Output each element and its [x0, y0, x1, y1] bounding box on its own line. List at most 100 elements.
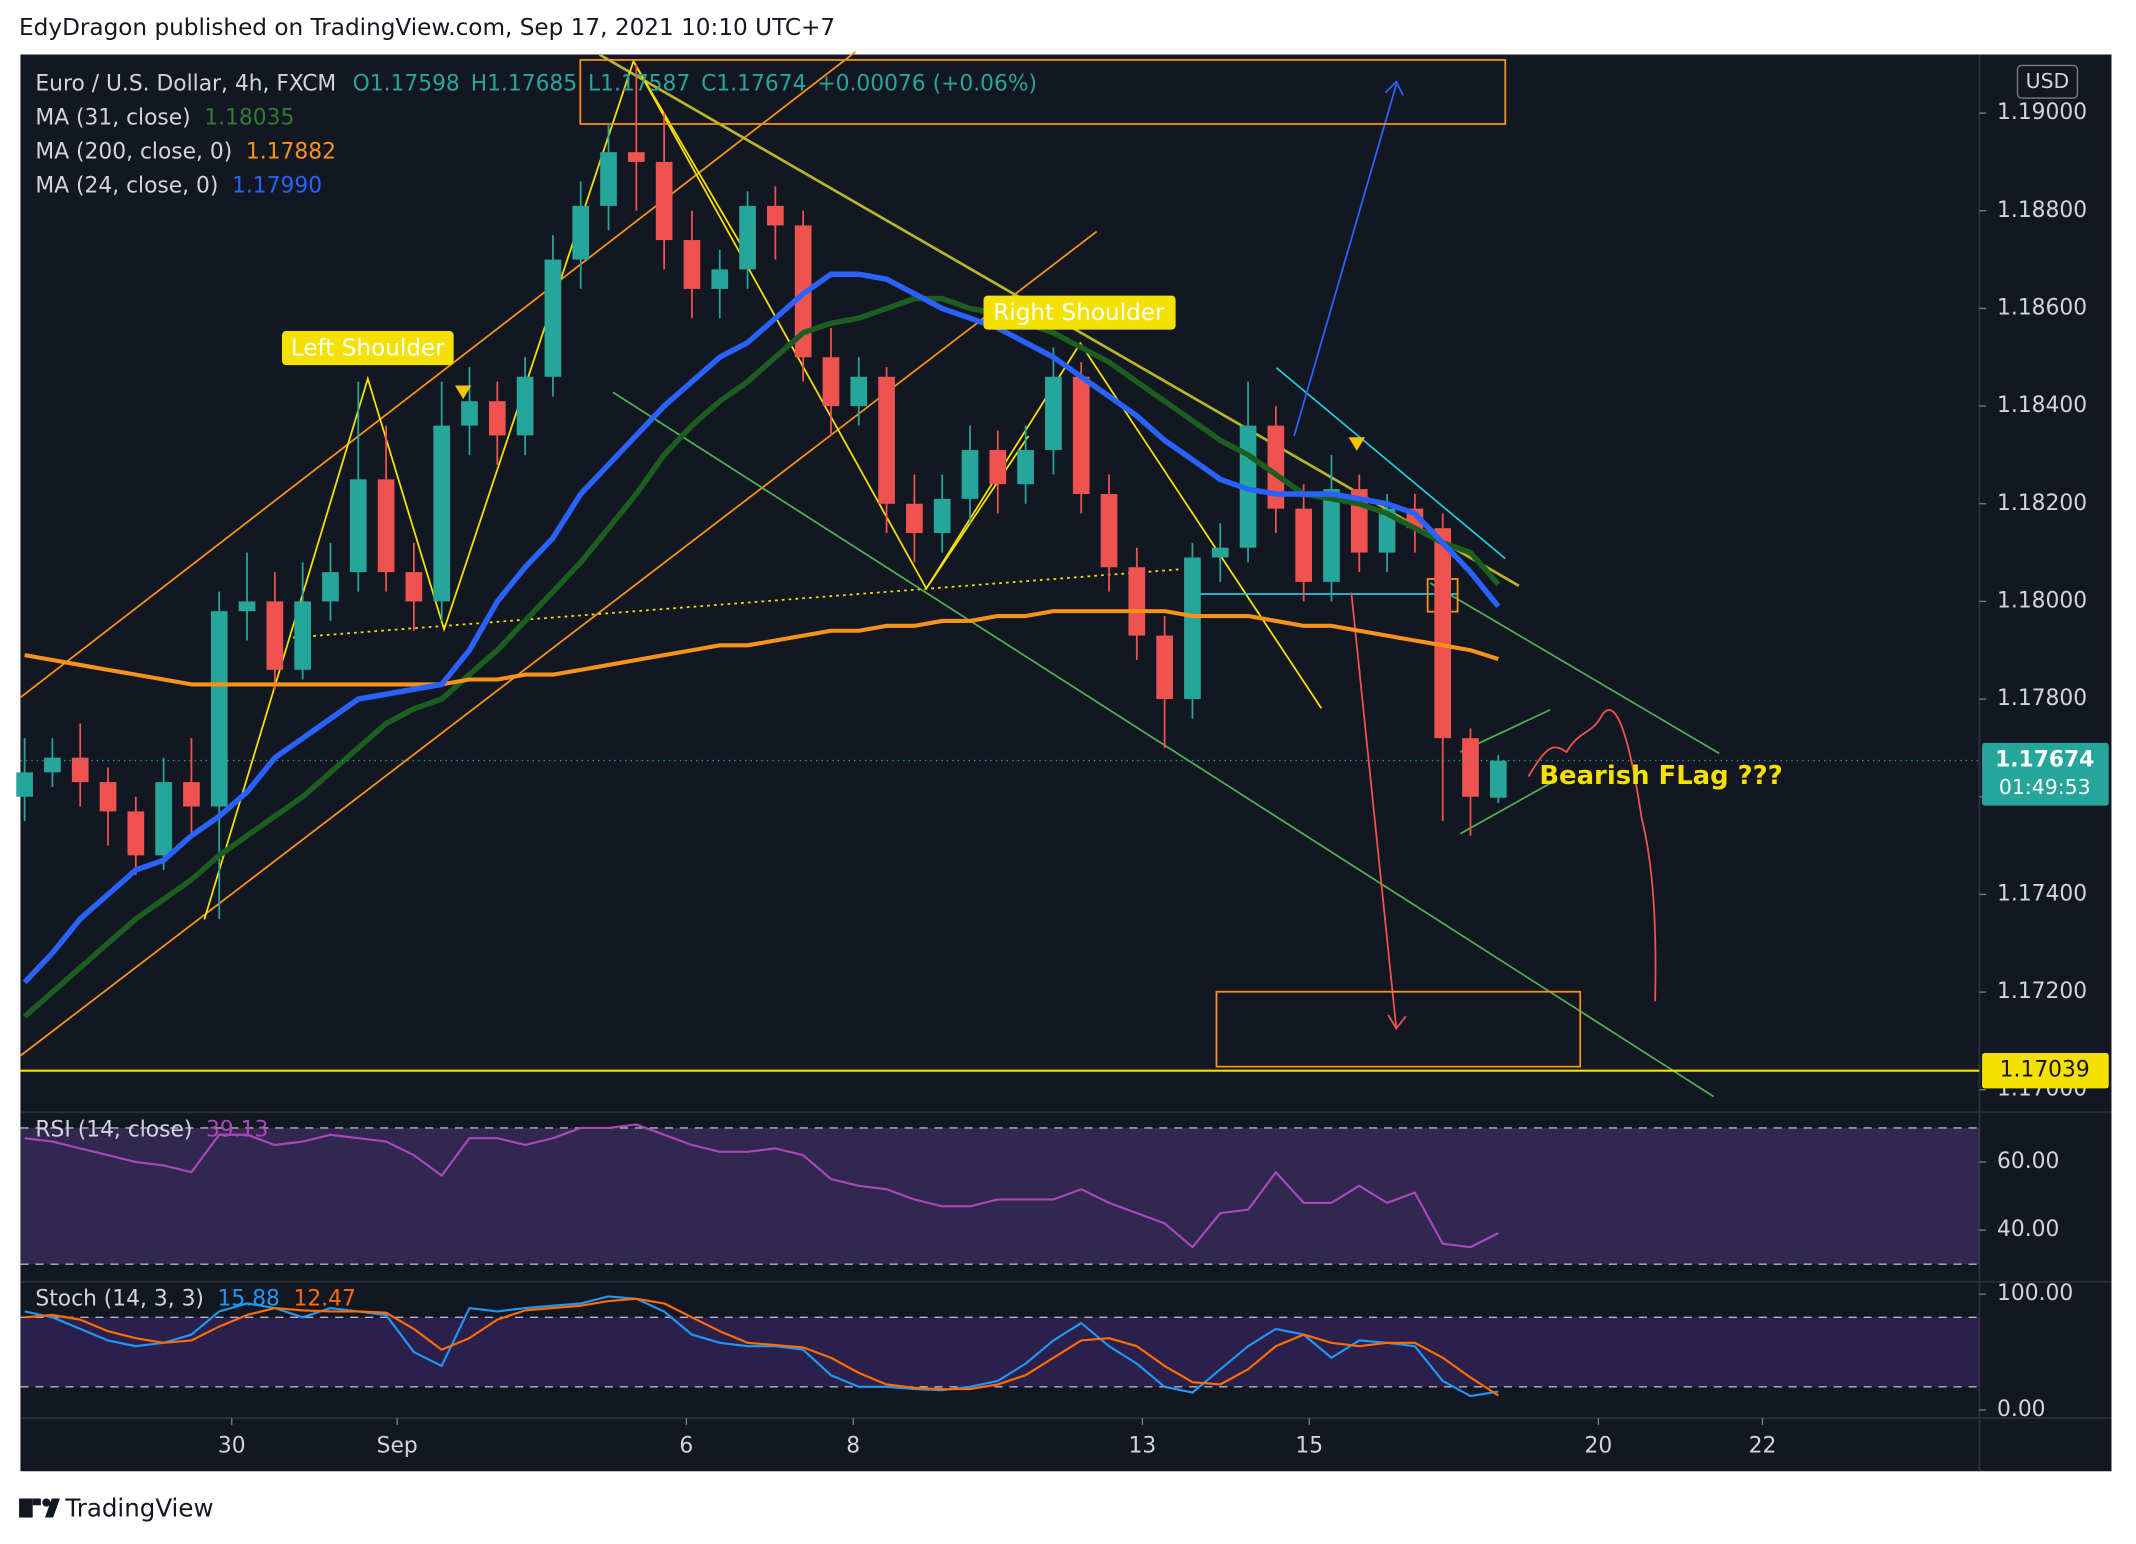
annotation: Bearish FLag ??? [1539, 761, 1782, 791]
legend-name: MA (200, close, 0) [35, 140, 232, 165]
candle-body [44, 757, 61, 773]
y-tick-label: 1.18800 [1997, 198, 2087, 223]
candle-body [627, 152, 645, 162]
indicator-value: 15.88 [218, 1287, 280, 1312]
y-tick-label: 1.19000 [1997, 100, 2087, 125]
candle-body [71, 757, 89, 783]
candle-body [488, 401, 506, 436]
x-tick-label: 30 [218, 1434, 246, 1459]
candle-body [600, 152, 617, 206]
line-series [24, 609, 1499, 687]
candle-body [516, 376, 534, 436]
candle-body [1462, 738, 1479, 797]
candle-body [1045, 376, 1062, 451]
y-tick-label: 1.18400 [1997, 393, 2087, 418]
x-tick-label: 13 [1129, 1434, 1157, 1459]
y-tick-label: 60.00 [1997, 1149, 2059, 1174]
candle-body [878, 376, 895, 504]
line-series [22, 271, 1501, 985]
candle-body [1378, 508, 1396, 553]
indicator-value: 12.47 [294, 1287, 356, 1312]
candle-body [655, 161, 673, 241]
candle-body [739, 205, 756, 270]
level-label-box [1982, 1052, 2109, 1089]
candle-body [1156, 635, 1173, 700]
candle-body [155, 782, 172, 856]
legend-name: MA (31, close) [35, 106, 190, 131]
ohlc-readout: C1.17674 [701, 71, 806, 96]
annotation: Left Shoulder [291, 335, 445, 361]
line-series [24, 1123, 1499, 1249]
candle-body [850, 376, 868, 407]
candle-body [16, 772, 33, 797]
candle-body [405, 572, 423, 602]
indicator-band [20, 1317, 1980, 1387]
price-label-box [1982, 742, 2109, 806]
indicator-title: RSI (14, close) [35, 1118, 192, 1143]
ohlc-readout: H1.17685 [471, 71, 577, 96]
footer-brand: TradingView [64, 1493, 213, 1522]
chart-title: Euro / U.S. Dollar, 4h, FXCM [35, 71, 336, 96]
candle-body [822, 357, 840, 407]
y-tick-label: 0.00 [1997, 1397, 2046, 1422]
candle-body [1072, 376, 1090, 494]
y-tick-label: 1.18600 [1997, 295, 2087, 320]
candle-body [572, 205, 590, 260]
currency-box [2016, 64, 2079, 99]
candle-body [322, 572, 339, 602]
candle-body [1267, 425, 1285, 509]
candle-body [1211, 547, 1229, 558]
ohlc-readout: +0.00076 (+0.06%) [817, 71, 1037, 96]
footer-bar [0, 1472, 2136, 1544]
ohlc-readout: L1.17587 [588, 71, 690, 96]
candle-body [210, 611, 228, 807]
candle-body [461, 401, 478, 426]
markers [454, 385, 1365, 451]
candle-body [906, 503, 923, 534]
countdown: 01:49:53 [1999, 775, 2091, 799]
y-tick-label: 1.17400 [1997, 881, 2087, 906]
candle-body [1434, 528, 1452, 739]
price-label: 1.17674 [1995, 748, 2094, 773]
indicator-value: 39.13 [206, 1118, 268, 1143]
line-series [24, 1295, 1499, 1398]
x-tick-label: Sep [377, 1434, 418, 1459]
level-label: 1.17039 [2000, 1058, 2090, 1083]
candle-body [99, 782, 117, 812]
publisher: EdyDragon published on TradingView.com, … [19, 15, 835, 41]
candle-body [238, 601, 256, 612]
currency: USD [2026, 69, 2070, 93]
x-tick-label: 20 [1585, 1434, 1613, 1459]
candle-body [127, 811, 145, 856]
legend-value: 1.17990 [232, 174, 322, 199]
candle-body [377, 479, 395, 573]
candle-body [767, 205, 784, 226]
chart-background [20, 54, 2112, 1472]
y-tick-label: 40.00 [1997, 1217, 2059, 1242]
annotations: Left Shoulder Right Shoulder Bearish FLa… [281, 295, 1783, 791]
candle-body [349, 479, 367, 573]
line-series [22, 295, 1501, 1019]
header-bar [0, 0, 2136, 55]
y-tick-label: 1.17800 [1997, 686, 2087, 711]
candle-body [989, 450, 1007, 485]
candle-body [1323, 489, 1340, 582]
y-tick-label: 1.18000 [1997, 588, 2087, 613]
indicator-band [20, 1127, 1980, 1265]
y-tick-label: 100.00 [1997, 1281, 2073, 1306]
x-tick-label: 15 [1295, 1434, 1323, 1459]
candle-body [294, 601, 312, 670]
candle-body [961, 450, 979, 499]
candle-body [1128, 567, 1146, 636]
line-series [24, 1297, 1499, 1397]
ohlc-readout: O1.17598 [353, 71, 460, 96]
candle-body [1100, 493, 1118, 568]
candle-body [183, 782, 200, 807]
y-tick-label: 1.17200 [1997, 979, 2087, 1004]
candle-body [933, 498, 951, 534]
x-tick-label: 6 [679, 1434, 693, 1459]
indicator-title: Stoch (14, 3, 3) [35, 1287, 204, 1312]
candle-body [1295, 508, 1313, 582]
